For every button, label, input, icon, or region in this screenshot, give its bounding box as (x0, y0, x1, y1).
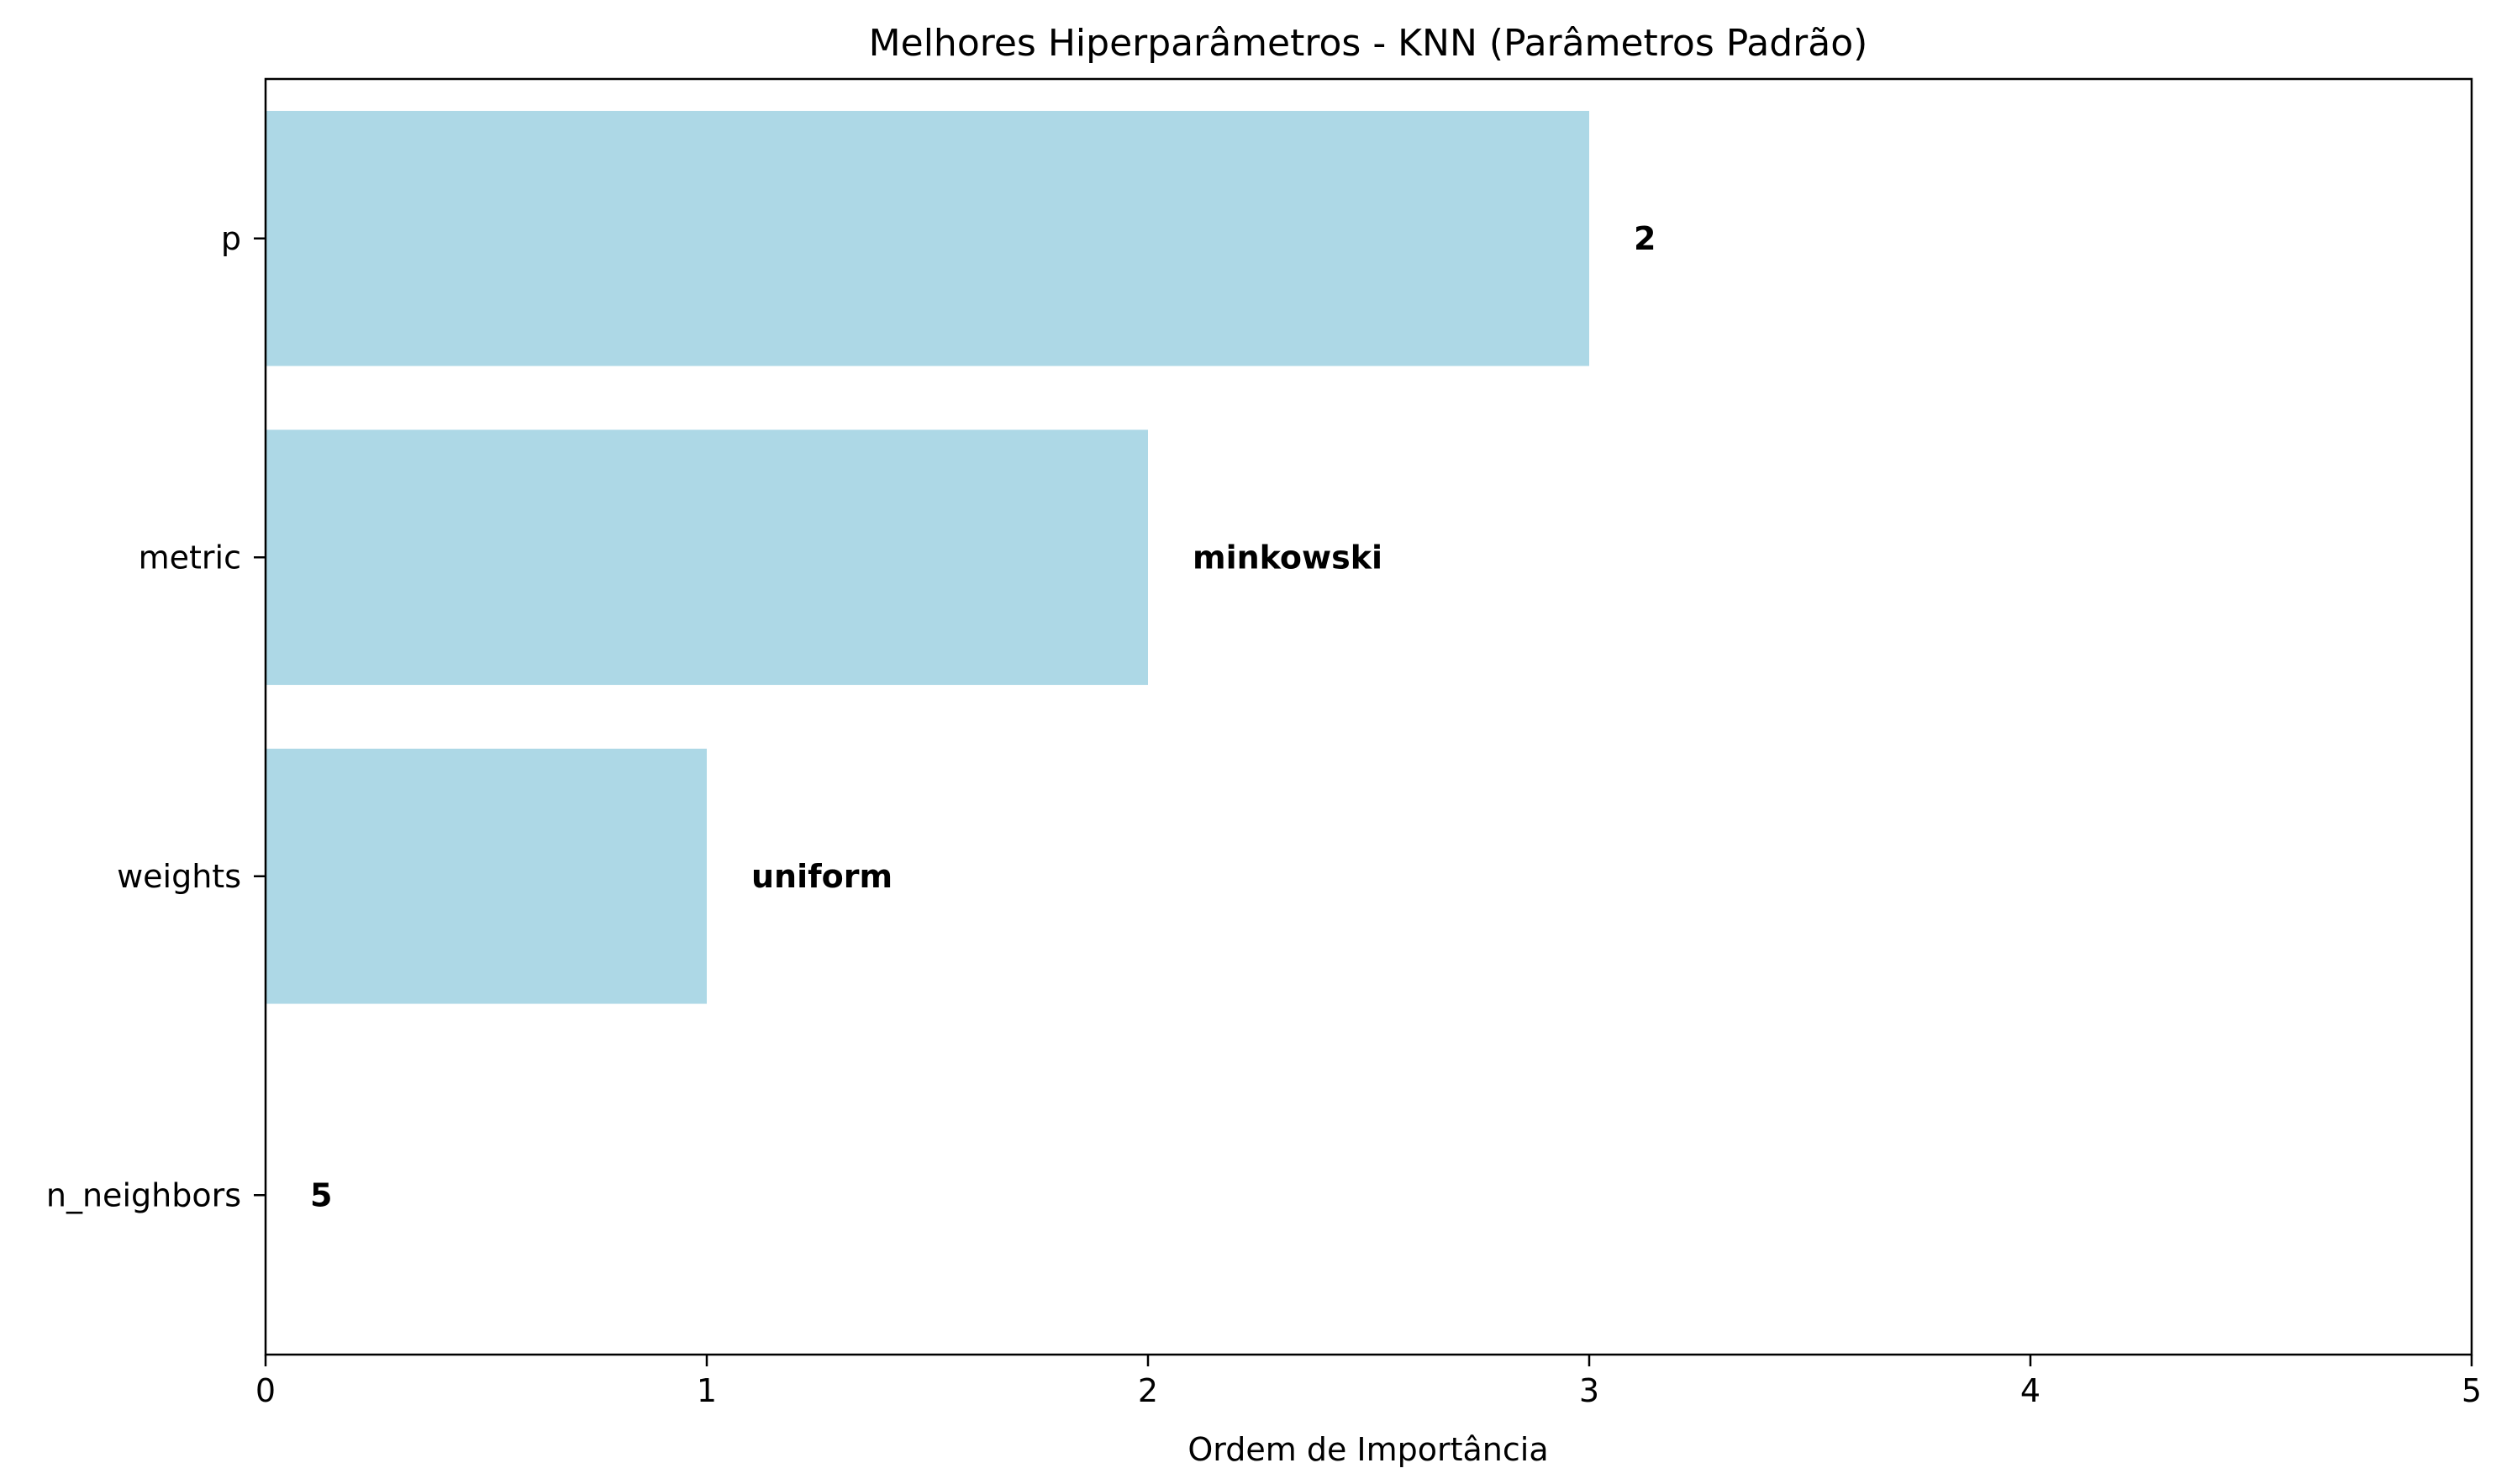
y-tick-label-weights: weights (117, 858, 241, 895)
data-label-metric: minkowski (1193, 539, 1382, 576)
x-tick-label-4: 4 (2020, 1372, 2041, 1409)
x-tick-label-3: 3 (1579, 1372, 1599, 1409)
data-labels-layer: 2 minkowski uniform 5 (310, 220, 1656, 1214)
data-label-n_neighbors: 5 (310, 1176, 332, 1213)
bar-weights (266, 748, 707, 1004)
chart-title: Melhores Hiperparâmetros - KNN (Parâmetr… (869, 22, 1868, 65)
data-label-p: 2 (1634, 220, 1656, 257)
x-tick-label-5: 5 (2462, 1372, 2482, 1409)
y-tick-label-metric: metric (139, 539, 241, 576)
data-label-weights: uniform (751, 858, 893, 895)
x-tick-label-2: 2 (1138, 1372, 1158, 1409)
bar-metric (266, 429, 1148, 686)
bar-p (266, 110, 1589, 366)
y-tick-label-p: p (221, 220, 241, 257)
plot-frame (264, 77, 2473, 1356)
axes-layer: p metric weights n_neighbors 0 1 2 3 4 5 (46, 77, 2482, 1409)
x-axis-label: Ordem de Importância (1187, 1431, 1548, 1468)
x-tick-label-1: 1 (697, 1372, 717, 1409)
x-tick-label-0: 0 (255, 1372, 276, 1409)
bars-layer (266, 110, 1589, 1004)
y-tick-label-n_neighbors: n_neighbors (46, 1176, 241, 1213)
